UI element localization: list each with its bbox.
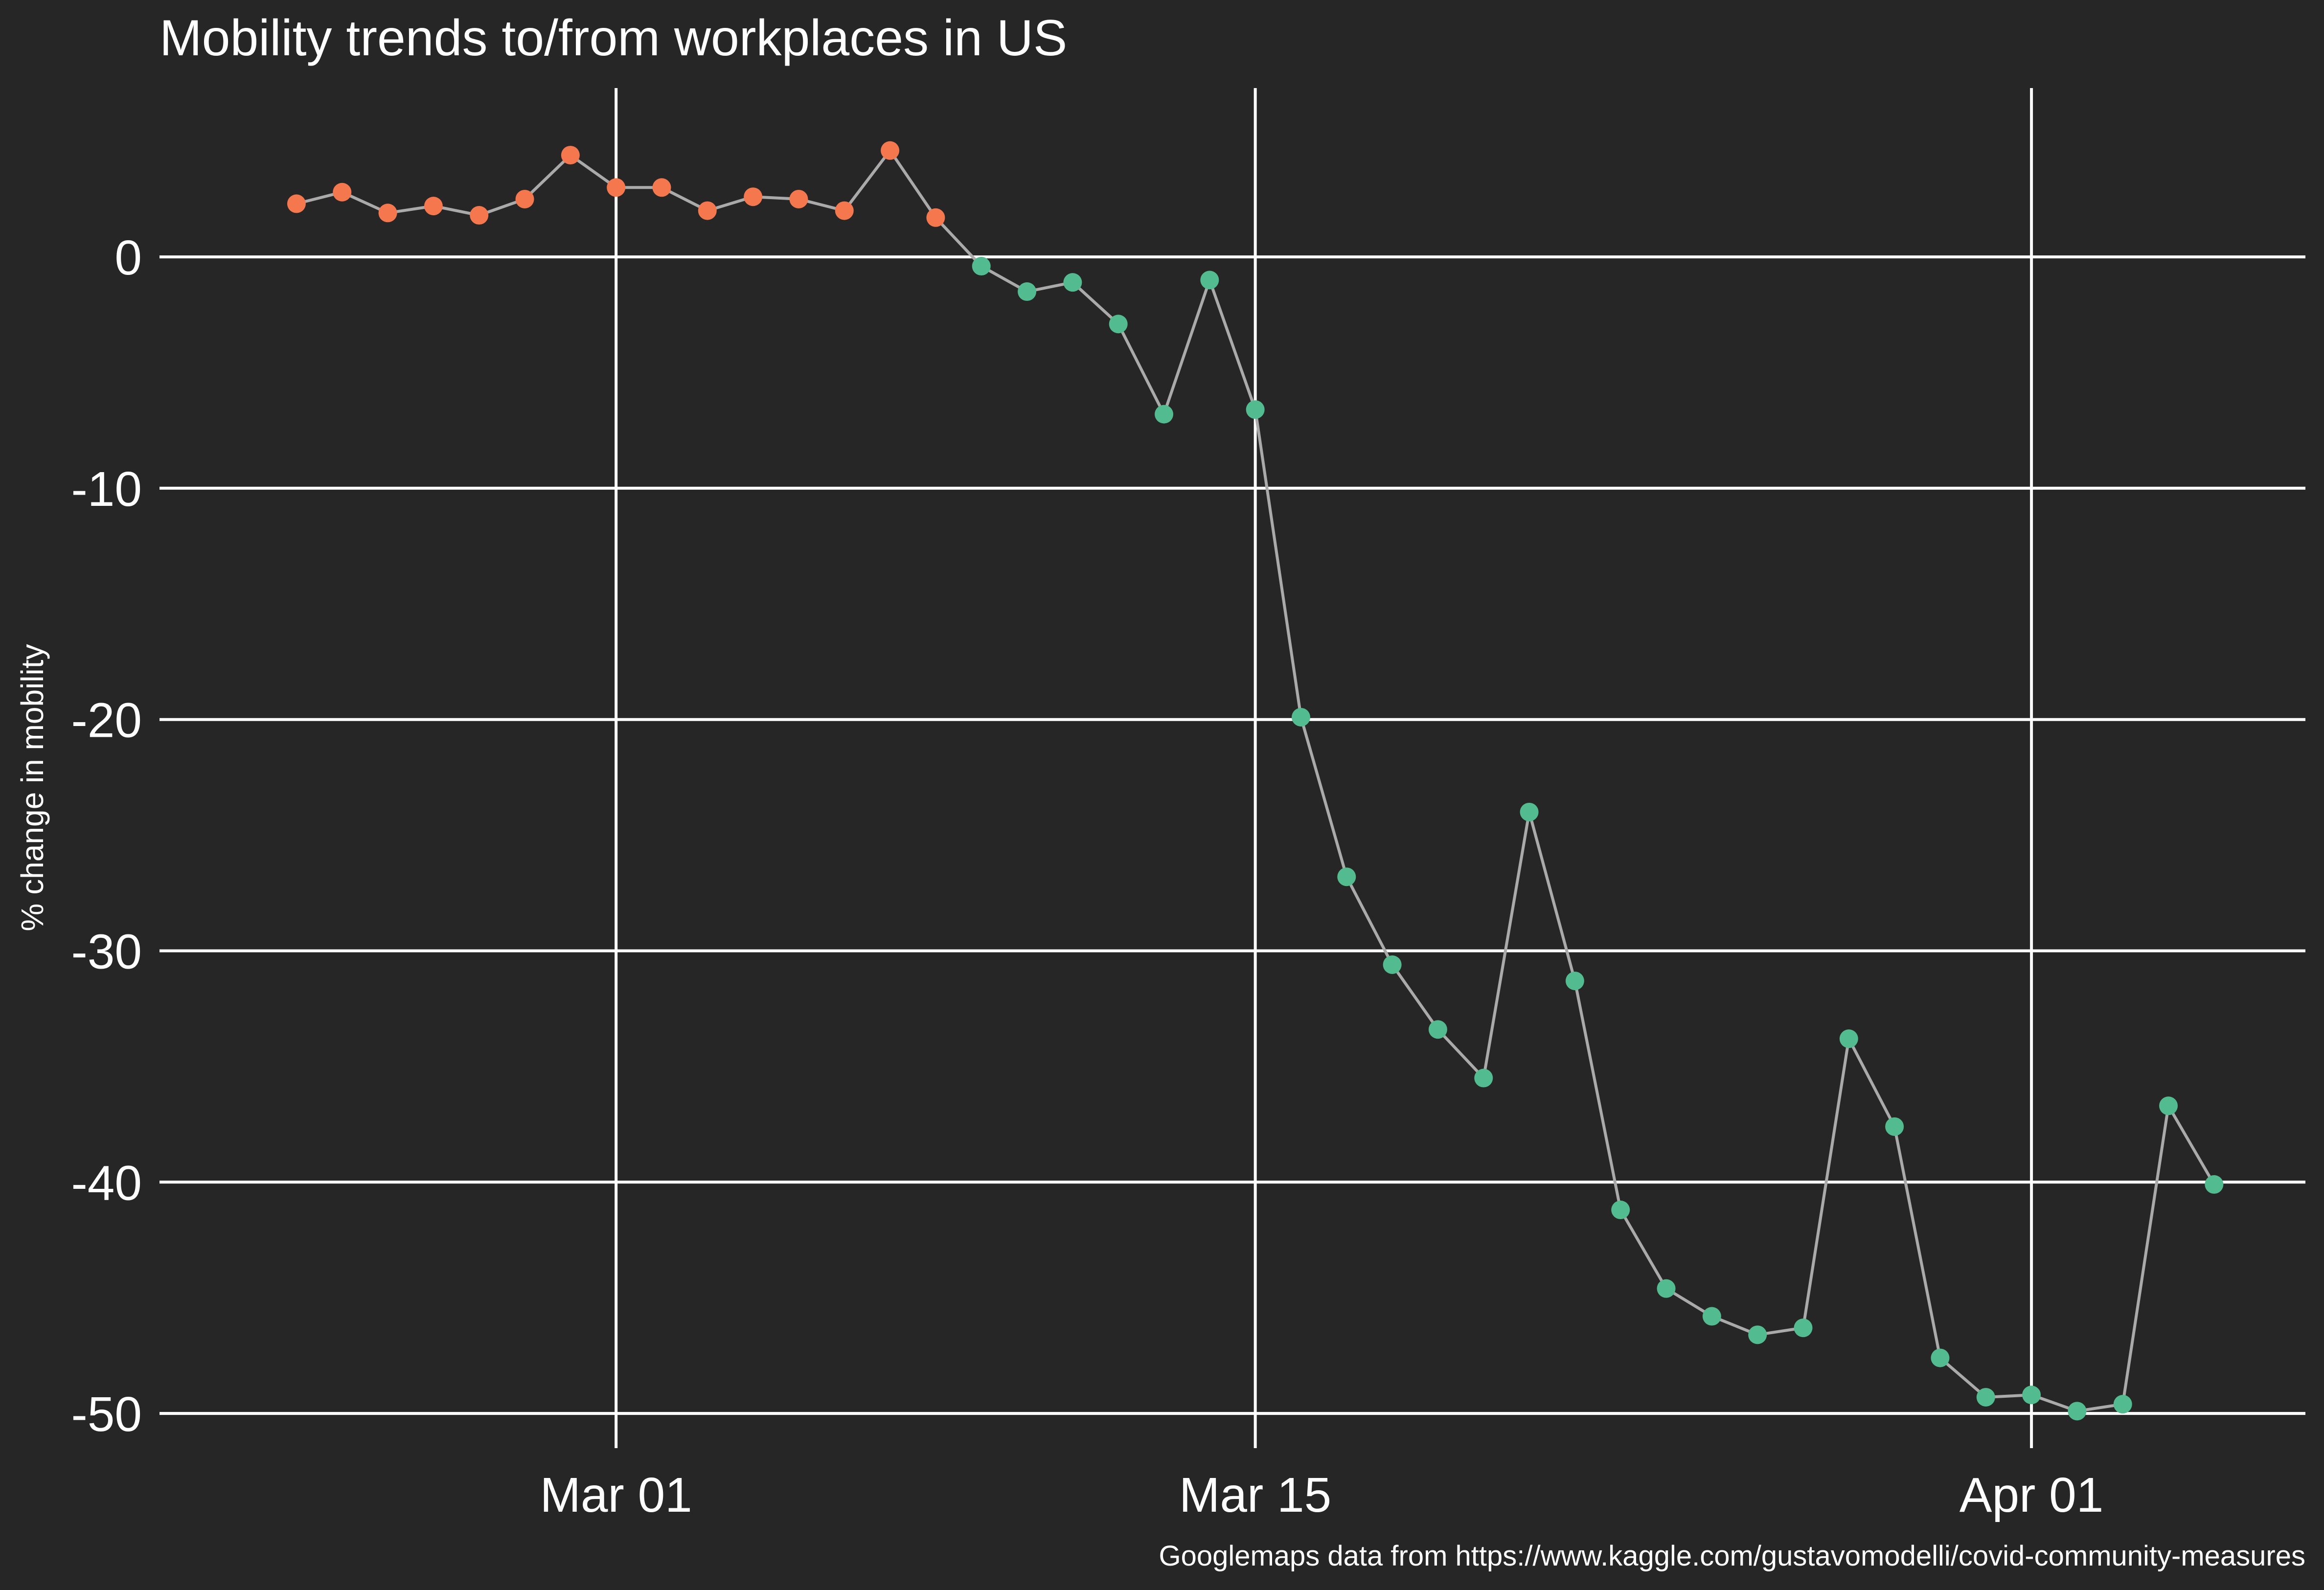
data-point [789,189,808,208]
data-point [2159,1096,2178,1115]
data-point [607,178,626,197]
data-point [1474,1068,1493,1088]
y-tick-label: -20 [71,693,142,748]
data-point [333,182,352,202]
data-point [1018,282,1037,301]
data-point [2068,1402,2087,1421]
data-point [470,206,489,225]
y-tick-label: -50 [71,1387,142,1442]
data-point [2022,1386,2041,1405]
data-point [1428,1020,1447,1039]
x-tick-label: Mar 01 [540,1468,692,1522]
data-point [1748,1325,1767,1344]
data-point [1657,1279,1676,1298]
data-point [1976,1387,1995,1407]
y-tick-label: 0 [114,230,142,285]
data-point [515,189,534,208]
data-point [1839,1029,1858,1048]
data-point [1794,1318,1813,1338]
data-point [881,141,900,160]
data-point [1291,707,1310,727]
data-point [1155,405,1174,424]
y-tick-label: -40 [71,1156,142,1210]
data-point [424,197,443,216]
data-point [1611,1201,1630,1220]
data-point [1337,867,1356,886]
tick-label-layer: 0 -10 -20 -30 -40 -50 Mar 01 Mar 15 Apr 01 [71,230,2103,1522]
point-layer [287,141,2224,1421]
y-tick-label: -30 [71,925,142,979]
y-tick-label: -10 [71,462,142,517]
data-point [1063,273,1082,292]
chart-title: Mobility trends to/from workplaces in US [159,10,1067,67]
data-point [1565,971,1584,990]
data-point [378,204,397,223]
data-point [1246,400,1265,419]
data-point [652,178,671,197]
data-point [1520,802,1539,821]
data-point [561,146,580,165]
data-point [698,201,717,220]
data-point [972,257,991,276]
data-point [2205,1175,2224,1194]
x-tick-label: Apr 01 [1959,1468,2104,1522]
data-point [1383,955,1402,974]
grid-layer [159,88,2305,1448]
data-point [1200,271,1219,290]
data-point [1702,1307,1721,1326]
data-point [2113,1395,2132,1414]
data-point [1931,1348,1950,1367]
data-point [1109,315,1128,334]
data-point [835,201,854,220]
x-tick-label: Mar 15 [1179,1468,1331,1522]
source-caption: Googlemaps data from https://www.kaggle.… [1159,1540,2305,1572]
data-point [287,194,306,213]
data-point [1885,1117,1904,1136]
data-point [744,187,763,206]
y-axis-label: % change in mobility [15,644,50,931]
data-point [926,208,945,227]
